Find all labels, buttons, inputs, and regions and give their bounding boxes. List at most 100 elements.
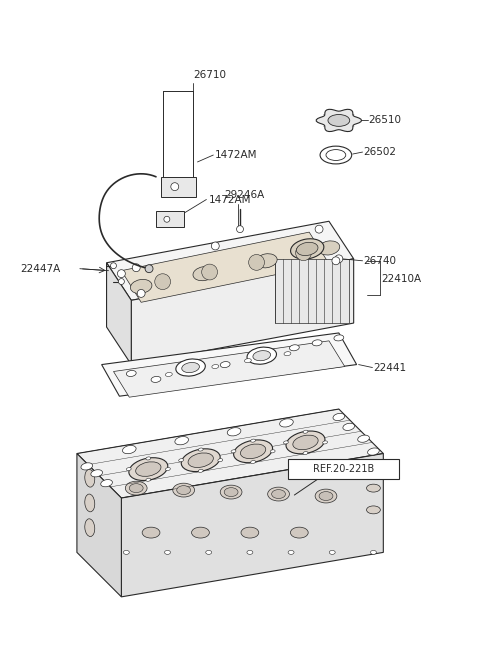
Text: 26710: 26710	[193, 70, 227, 80]
Ellipse shape	[179, 459, 183, 462]
FancyBboxPatch shape	[288, 459, 399, 480]
Ellipse shape	[220, 485, 242, 499]
Ellipse shape	[101, 480, 112, 487]
Ellipse shape	[206, 550, 212, 554]
Circle shape	[119, 279, 124, 285]
Ellipse shape	[270, 450, 275, 453]
Ellipse shape	[181, 449, 220, 472]
Ellipse shape	[126, 371, 136, 377]
Ellipse shape	[182, 363, 199, 373]
Ellipse shape	[218, 459, 223, 462]
Ellipse shape	[247, 347, 276, 364]
Ellipse shape	[175, 436, 189, 445]
Text: 26740: 26740	[363, 256, 396, 266]
Ellipse shape	[293, 435, 318, 449]
Polygon shape	[113, 341, 345, 397]
FancyBboxPatch shape	[156, 211, 184, 227]
Ellipse shape	[251, 461, 255, 464]
Ellipse shape	[193, 266, 215, 281]
Ellipse shape	[290, 527, 308, 538]
Ellipse shape	[81, 462, 93, 470]
Ellipse shape	[272, 489, 286, 499]
Ellipse shape	[227, 428, 241, 436]
Ellipse shape	[231, 450, 236, 453]
Text: 29246A: 29246A	[224, 190, 264, 199]
Circle shape	[211, 242, 219, 250]
Ellipse shape	[146, 457, 151, 460]
Ellipse shape	[131, 279, 152, 293]
Circle shape	[164, 216, 170, 222]
Circle shape	[132, 264, 140, 272]
Ellipse shape	[315, 489, 337, 503]
Ellipse shape	[333, 413, 345, 420]
Polygon shape	[316, 110, 361, 132]
Circle shape	[118, 270, 125, 277]
Ellipse shape	[198, 448, 203, 451]
Ellipse shape	[173, 483, 194, 497]
Ellipse shape	[234, 440, 273, 462]
Ellipse shape	[122, 445, 136, 454]
Circle shape	[171, 183, 179, 191]
Ellipse shape	[142, 527, 160, 538]
Ellipse shape	[367, 462, 380, 470]
Ellipse shape	[240, 444, 266, 459]
Ellipse shape	[328, 115, 350, 127]
Ellipse shape	[303, 430, 308, 433]
Ellipse shape	[303, 451, 308, 455]
Circle shape	[249, 255, 264, 270]
Ellipse shape	[290, 239, 324, 259]
Ellipse shape	[318, 241, 340, 255]
Ellipse shape	[166, 373, 172, 377]
Ellipse shape	[334, 335, 344, 341]
Text: REF.20-221B: REF.20-221B	[313, 464, 374, 474]
Ellipse shape	[224, 487, 238, 497]
Circle shape	[237, 226, 243, 233]
Ellipse shape	[151, 377, 161, 382]
Ellipse shape	[177, 485, 191, 495]
Circle shape	[110, 263, 117, 269]
Text: 26510: 26510	[369, 115, 401, 125]
FancyBboxPatch shape	[161, 176, 195, 197]
Ellipse shape	[136, 462, 161, 476]
Circle shape	[137, 289, 145, 297]
Ellipse shape	[312, 340, 322, 346]
Ellipse shape	[85, 494, 95, 512]
Polygon shape	[102, 333, 357, 396]
Ellipse shape	[165, 550, 170, 554]
Polygon shape	[77, 453, 121, 597]
Text: 22410A: 22410A	[381, 274, 421, 283]
Ellipse shape	[198, 469, 203, 472]
Ellipse shape	[85, 470, 95, 487]
Text: 22447A: 22447A	[21, 264, 61, 274]
Ellipse shape	[146, 478, 151, 482]
Circle shape	[202, 264, 217, 280]
Ellipse shape	[188, 453, 214, 468]
Ellipse shape	[268, 487, 289, 501]
Ellipse shape	[247, 550, 253, 554]
Ellipse shape	[367, 506, 380, 514]
Ellipse shape	[129, 458, 168, 480]
Text: 26502: 26502	[363, 147, 396, 157]
Ellipse shape	[319, 491, 333, 501]
Ellipse shape	[253, 350, 271, 361]
Ellipse shape	[125, 482, 147, 495]
Ellipse shape	[251, 439, 255, 442]
Ellipse shape	[284, 441, 288, 444]
Ellipse shape	[358, 435, 370, 442]
Polygon shape	[107, 221, 354, 300]
Text: 1472AM: 1472AM	[208, 195, 251, 205]
Circle shape	[332, 257, 340, 265]
Ellipse shape	[288, 550, 294, 554]
Circle shape	[315, 225, 323, 233]
Text: 1472AM: 1472AM	[216, 150, 258, 160]
Ellipse shape	[323, 441, 327, 444]
Ellipse shape	[129, 483, 143, 493]
Ellipse shape	[320, 146, 352, 164]
Circle shape	[155, 274, 170, 289]
Ellipse shape	[255, 254, 277, 268]
Ellipse shape	[220, 361, 230, 367]
Ellipse shape	[289, 345, 299, 351]
Ellipse shape	[85, 519, 95, 537]
Polygon shape	[275, 259, 349, 323]
Ellipse shape	[343, 423, 355, 430]
